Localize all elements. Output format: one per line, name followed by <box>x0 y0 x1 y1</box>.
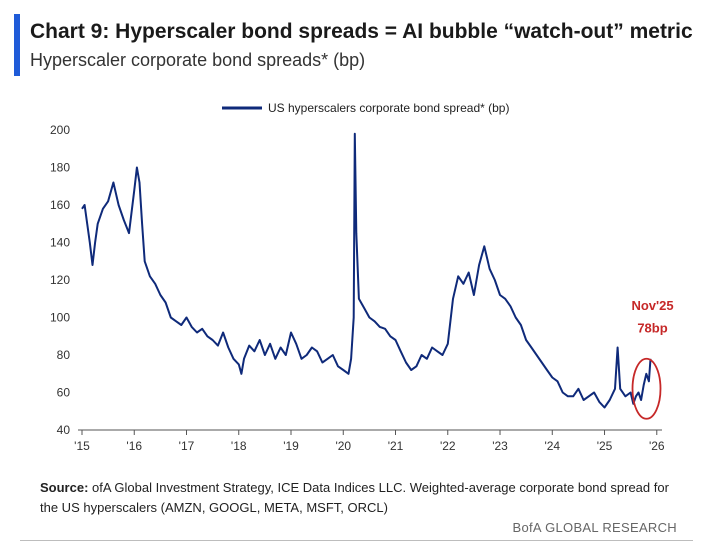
line-chart: US hyperscalers corporate bond spread* (… <box>50 101 674 453</box>
x-tick-label: '24 <box>544 439 560 453</box>
x-tick-label: '22 <box>440 439 456 453</box>
series-line <box>81 132 652 409</box>
accent-bar <box>14 14 20 76</box>
annotation-value: 78bp <box>637 321 667 336</box>
annotation-date: Nov'25 <box>631 298 673 313</box>
chart-subtitle: Hyperscaler corporate bond spreads* (bp) <box>30 50 366 70</box>
source-text: ofA Global Investment Strategy, ICE Data… <box>40 480 669 515</box>
x-tick-label: '16 <box>126 439 142 453</box>
chart-title: Chart 9: Hyperscaler bond spreads = AI b… <box>30 20 693 43</box>
x-tick-label: '15 <box>74 439 90 453</box>
y-tick-label: 180 <box>50 161 70 175</box>
annotation: Nov'25 78bp <box>631 298 674 420</box>
x-tick-label: '18 <box>231 439 247 453</box>
x-tick-label: '26 <box>649 439 665 453</box>
plot-area <box>81 132 652 409</box>
divider <box>20 540 693 541</box>
x-tick-label: '21 <box>388 439 404 453</box>
legend-label: US hyperscalers corporate bond spread* (… <box>268 101 509 115</box>
source-label: Source: <box>40 480 89 495</box>
y-axis: 40 60 80 100 120 140 160 180 200 <box>50 123 70 437</box>
y-tick-label: 160 <box>50 198 70 212</box>
x-tick-label: '23 <box>492 439 508 453</box>
x-tick-label: '17 <box>179 439 195 453</box>
y-tick-label: 40 <box>57 423 71 437</box>
x-tick-label: '19 <box>283 439 299 453</box>
x-axis: '15 '16 '17 '18 '19 '20 '21 '22 '23 '24 '25 '26 <box>74 429 665 453</box>
y-tick-label: 120 <box>50 273 70 287</box>
source-note: Source: ofA Global Investment Strategy, … <box>40 478 680 518</box>
brand-label: BofA GLOBAL RESEARCH <box>512 520 677 535</box>
y-tick-label: 200 <box>50 123 70 137</box>
y-tick-label: 140 <box>50 236 70 250</box>
legend: US hyperscalers corporate bond spread* (… <box>222 101 509 115</box>
annotation-ellipse <box>631 357 662 420</box>
y-tick-label: 60 <box>57 386 71 400</box>
y-tick-label: 80 <box>57 348 71 362</box>
x-tick-label: '20 <box>335 439 351 453</box>
x-tick-label: '25 <box>597 439 613 453</box>
y-tick-label: 100 <box>50 311 70 325</box>
chart-area: US hyperscalers corporate bond spread* (… <box>0 90 713 470</box>
